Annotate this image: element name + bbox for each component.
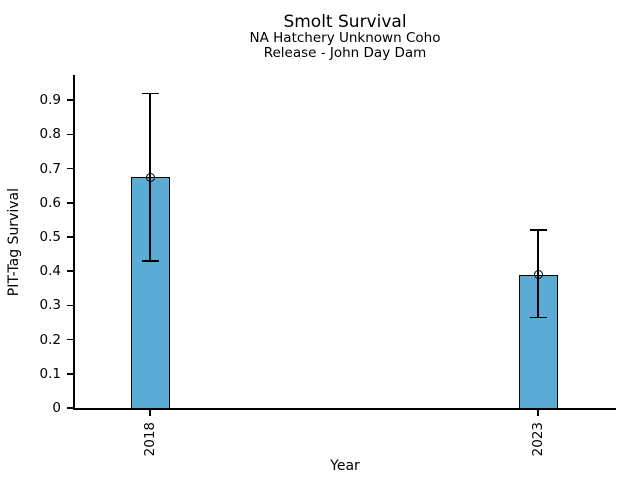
y-tick-label: 0.9 <box>39 92 61 109</box>
chart-subtitle-line1: NA Hatchery Unknown Coho <box>249 30 441 46</box>
y-tick-label: 0.3 <box>39 297 61 314</box>
y-tick <box>67 133 73 136</box>
y-tick-label: 0.5 <box>39 229 61 245</box>
y-tick <box>67 373 73 375</box>
y-tick <box>67 304 73 307</box>
error-cap-bottom-2018 <box>141 260 159 262</box>
y-tick <box>67 167 73 170</box>
y-tick <box>67 236 73 238</box>
x-axis-line <box>73 408 616 410</box>
y-tick <box>67 202 73 204</box>
x-tick-2023 <box>537 409 539 416</box>
y-tick-label: 0 <box>52 400 61 416</box>
x-tick-label-2018: 2018 <box>142 422 158 457</box>
y-tick-label: 0.4 <box>39 263 61 280</box>
y-axis-line <box>73 75 75 410</box>
error-cap-bottom-2023 <box>529 316 547 319</box>
y-tick-label: 0.7 <box>39 160 61 177</box>
y-tick-label: 0.1 <box>39 365 61 382</box>
y-tick <box>67 270 73 272</box>
y-tick <box>67 407 73 409</box>
y-tick-label: 0.2 <box>39 331 61 348</box>
x-tick-label-2023: 2023 <box>530 422 546 457</box>
error-cap-top-2023 <box>529 229 547 231</box>
point-marker-2023 <box>533 270 543 280</box>
chart-subtitle-line2: Release - John Day Dam <box>263 45 427 61</box>
y-tick-label: 0.6 <box>39 194 61 211</box>
chart-title: Smolt Survival <box>283 12 407 32</box>
y-tick-label: 0.8 <box>39 126 61 143</box>
x-axis-label: Year <box>330 458 360 474</box>
point-marker-2018 <box>145 172 155 182</box>
y-tick <box>67 99 73 101</box>
x-tick-2018 <box>149 409 151 416</box>
y-tick <box>67 338 73 341</box>
error-cap-top-2018 <box>141 92 159 95</box>
